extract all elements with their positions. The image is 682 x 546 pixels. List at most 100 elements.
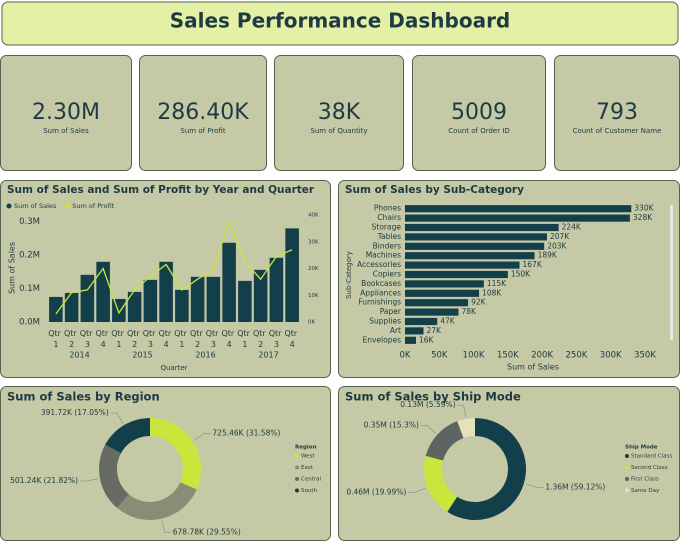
bar	[405, 242, 545, 250]
bar	[405, 270, 508, 279]
y-tick-label: Bookcases	[361, 279, 401, 288]
donut-slice	[425, 421, 464, 461]
legend-label: First Class	[631, 477, 659, 483]
bar	[190, 276, 205, 322]
x-tick-label: Qtr 3	[80, 329, 95, 349]
kpi-value: 5009	[451, 100, 507, 125]
legend-label: East	[301, 465, 314, 471]
legend-marker	[295, 488, 299, 493]
donut-slice	[150, 418, 202, 490]
legend-marker	[6, 203, 12, 209]
x-tick-label: 250K	[566, 351, 588, 361]
value-label: 167K	[523, 260, 543, 269]
bar	[405, 308, 459, 316]
kpi-value: 793	[596, 100, 638, 125]
kpi-value: 2.30M	[32, 100, 100, 125]
bar	[405, 233, 547, 241]
y-tick-label: Tables	[377, 232, 401, 241]
bar	[405, 299, 469, 307]
legend-label: Second Class	[631, 465, 668, 471]
leader-line	[80, 478, 98, 482]
value-label: 678.78K (29.55%)	[173, 527, 241, 536]
y-tick-label: Binders	[373, 241, 401, 250]
x-tick-label: Qtr 3	[143, 329, 158, 349]
value-label: 328K	[633, 213, 653, 222]
value-label: 207K	[550, 232, 570, 241]
kpi-card	[139, 55, 267, 171]
x-tick-label: Qtr 4	[95, 329, 110, 349]
y2-tick-label: 0K	[308, 320, 315, 326]
x-axis-label: Quarter	[160, 364, 187, 372]
y-tick-label: Phones	[374, 204, 401, 213]
y-tick-label: Chairs	[377, 213, 401, 222]
value-label: 92K	[471, 298, 487, 307]
x-group-label: 2016	[195, 351, 215, 360]
value-label: 27K	[427, 326, 443, 335]
kpi-card	[412, 55, 546, 171]
legend-marker	[625, 488, 629, 493]
leader-line	[194, 433, 211, 441]
kpi-card	[554, 55, 680, 171]
y-tick-label: 0.2M	[19, 251, 40, 261]
y2-tick-label: 30K	[308, 239, 319, 245]
leader-line	[161, 520, 171, 533]
kpi-value: 38K	[318, 100, 361, 125]
value-label: 391.72K (17.05%)	[41, 408, 109, 417]
y-tick-label: 0.3M	[19, 217, 40, 227]
legend-title: Region	[295, 445, 317, 451]
y-tick-label: 0.1M	[19, 284, 40, 294]
bar	[405, 327, 424, 335]
x-tick-label: Qtr 3	[269, 329, 284, 349]
x-axis-label: Sum of Sales	[507, 363, 559, 372]
value-label: 108K	[482, 288, 502, 297]
x-tick-label: 150K	[497, 351, 519, 361]
legend-label: Sum of Profit	[72, 202, 114, 210]
bar	[159, 261, 173, 322]
y-tick-label: Art	[390, 326, 401, 335]
legend-marker	[295, 477, 299, 481]
bar	[405, 205, 632, 213]
bar	[405, 280, 484, 288]
y-tick-label: Appliances	[360, 288, 401, 297]
x-tick-label: 350K	[634, 351, 656, 361]
leader-line	[525, 483, 544, 488]
bar	[175, 289, 189, 322]
dashboard-title: Sales Performance Dashboard	[170, 9, 511, 33]
bar	[253, 269, 268, 322]
y-tick-label: Machines	[366, 251, 401, 260]
bar	[80, 274, 95, 322]
y-axis-label: Sum of Sales	[8, 242, 17, 294]
kpi-label: Sum of Sales	[43, 127, 89, 135]
y-tick-label: Paper	[380, 307, 402, 316]
legend-label: Same Day	[631, 488, 660, 494]
bar	[238, 280, 252, 322]
kpi-card	[274, 55, 404, 171]
y-axis-label: Sub-Category	[345, 251, 353, 299]
value-label: 0.13M (5.59%)	[400, 400, 455, 409]
chart-title: Sum of Sales by Ship Mode	[345, 390, 521, 404]
donut-slice	[117, 482, 197, 521]
legend-marker	[295, 465, 299, 470]
leader-line	[457, 404, 466, 417]
y-tick-label: Copiers	[373, 270, 401, 279]
y-tick-label: Supplies	[369, 317, 401, 326]
donut-slice	[424, 455, 458, 512]
legend-marker	[625, 465, 629, 470]
donut-slice	[99, 444, 129, 509]
x-tick-label: Qtr 1	[237, 329, 252, 349]
leader-line	[110, 412, 124, 424]
x-tick-label: Qtr 4	[284, 329, 299, 349]
scrollbar	[670, 205, 673, 340]
value-label: 725.46K (31.58%)	[212, 428, 280, 437]
kpi-label: Count of Customer Name	[573, 127, 662, 135]
y-tick-label: Furnishings	[358, 298, 401, 307]
bar	[143, 279, 158, 322]
bar	[222, 242, 236, 322]
value-label: 0.46M (19.99%)	[346, 487, 406, 496]
bar	[285, 228, 299, 322]
value-label: 189K	[538, 251, 558, 260]
x-tick-label: Qtr 3	[206, 329, 221, 349]
y-tick-label: Envelopes	[363, 335, 402, 344]
x-tick-label: 200K	[531, 351, 553, 361]
legend-label: Central	[301, 477, 321, 483]
